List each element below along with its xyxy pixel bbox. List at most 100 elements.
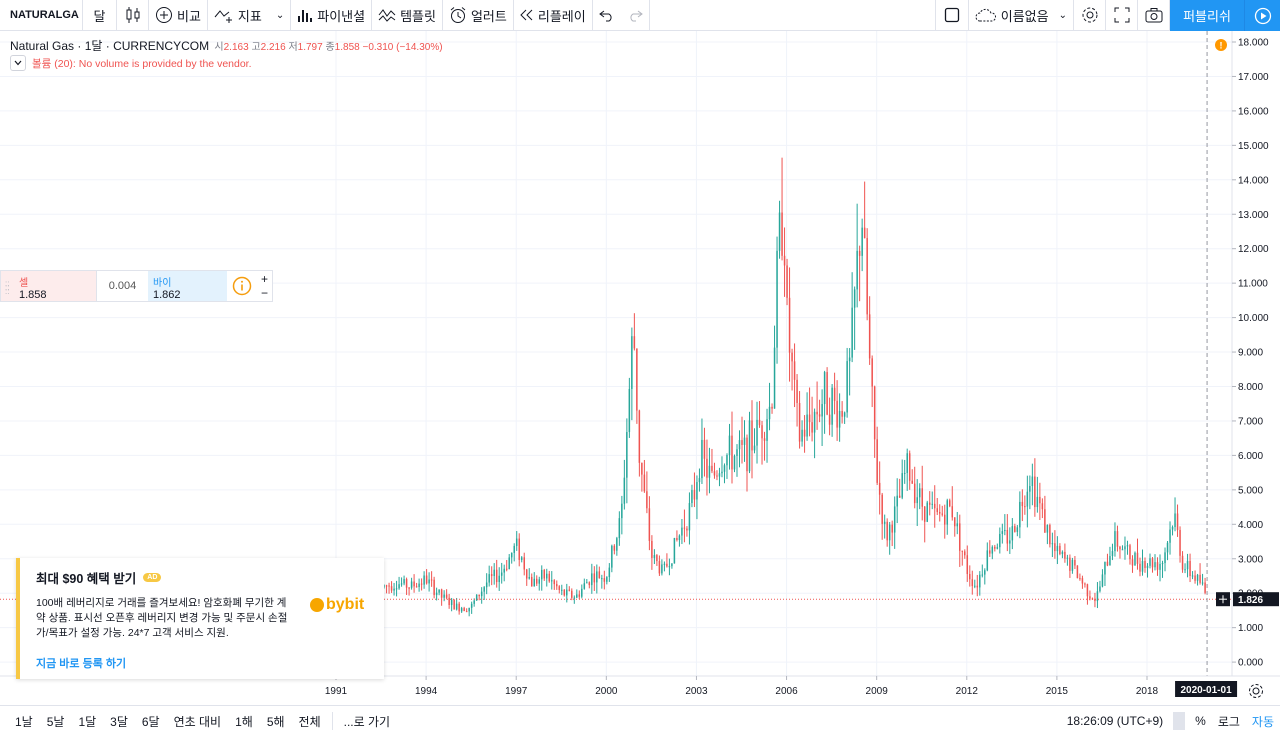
candle-body	[413, 581, 415, 587]
undo-button[interactable]	[593, 0, 621, 31]
auto-toggle[interactable]: 자동	[1251, 714, 1274, 729]
plus-icon[interactable]: +	[260, 272, 268, 286]
candle-body	[999, 533, 1001, 548]
candle-body	[676, 538, 678, 541]
range-button[interactable]: 연초 대비	[173, 714, 222, 729]
candle-body	[888, 524, 891, 541]
candle-body	[1074, 559, 1076, 566]
fullscreen-button[interactable]	[1106, 0, 1138, 31]
symbol-search[interactable]: NATURALGA	[0, 0, 83, 31]
candle-body	[971, 579, 974, 587]
templates-icon	[378, 9, 396, 22]
candle-body	[728, 435, 731, 456]
range-button[interactable]: 전체	[298, 714, 321, 729]
clock[interactable]: 18:26:09 (UTC+9)	[1066, 714, 1164, 728]
ad-register-link[interactable]: 지금 바로 등록 하기	[36, 658, 127, 670]
time-axis[interactable]	[0, 676, 1280, 705]
candles-icon	[126, 7, 139, 23]
candle-body	[738, 440, 741, 450]
collapse-toggle[interactable]	[10, 55, 26, 71]
candle-body	[951, 506, 954, 518]
candle-body	[1164, 552, 1166, 564]
candle-body	[1016, 527, 1019, 532]
candle-body	[916, 497, 918, 504]
financials-button[interactable]: 파이낸셜	[291, 0, 373, 31]
indicators-button[interactable]: 지표 ⌄	[208, 0, 292, 31]
range-button[interactable]: 6달	[141, 714, 160, 729]
price-chart[interactable]: 18.000 17.000 16.000 15.000 14.000 13.000 12.0…	[0, 31, 1280, 705]
legend-open: 2.163	[223, 42, 249, 53]
candle-body	[388, 585, 390, 587]
candle-body	[821, 404, 823, 417]
candle-body	[445, 594, 448, 598]
sell-button[interactable]: :::::: 셀 1.858	[1, 271, 96, 301]
range-button[interactable]: 5날	[46, 714, 65, 729]
publish-button[interactable]: 퍼블리쉬	[1170, 0, 1244, 31]
interval-selector[interactable]: 달	[83, 0, 117, 31]
buy-button[interactable]: 바이 1.862	[148, 271, 227, 301]
ad-banner[interactable]: 최대 $90 혜택 받기 AD 100배 레버리지로 거래를 즐겨보세요! 암호…	[16, 558, 384, 679]
candle-body	[438, 589, 440, 593]
log-toggle[interactable]: 로그	[1217, 714, 1240, 729]
time-tick-label: 2018	[1136, 686, 1159, 697]
warning-icon[interactable]	[1215, 39, 1227, 51]
candle-body	[1111, 551, 1114, 557]
candle-body	[628, 388, 631, 433]
legend-close: 1.858	[334, 42, 360, 53]
candle-body	[863, 227, 866, 239]
percent-toggle[interactable]: %	[1195, 714, 1206, 728]
candle-body	[1201, 582, 1204, 584]
play-button[interactable]	[1244, 0, 1280, 31]
candle-body	[1126, 545, 1129, 547]
drag-handle-icon[interactable]: ::::::	[5, 279, 10, 296]
compare-button[interactable]: 비교	[149, 0, 208, 31]
candle-body	[495, 569, 498, 583]
range-button[interactable]: 5해	[266, 714, 285, 729]
candle-body	[1024, 506, 1026, 508]
range-button[interactable]: 1달	[78, 714, 97, 729]
range-button[interactable]: 3달	[110, 714, 128, 729]
volume-note: 볼륨 (20): No volume is provided by the ve…	[32, 57, 252, 70]
candle-body	[636, 348, 638, 411]
candle-body	[748, 420, 751, 472]
candle-body	[1051, 543, 1054, 545]
candle-body	[961, 550, 964, 552]
candle-body	[515, 538, 518, 546]
candle-body	[856, 250, 858, 290]
settings-button[interactable]	[1074, 0, 1106, 31]
range-button[interactable]: 1해	[235, 714, 253, 729]
goto-date-button[interactable]: ...로 가기	[343, 714, 391, 729]
minus-icon[interactable]: −	[260, 286, 268, 300]
candle-body	[753, 445, 756, 451]
candle-body	[964, 551, 966, 556]
candle-body	[598, 571, 601, 579]
chart-type-button[interactable]	[117, 0, 149, 31]
candle-body	[1151, 558, 1154, 568]
layout-name-button[interactable]: 이름없음 ⌄	[969, 0, 1074, 31]
alert-button[interactable]: 얼러트	[443, 0, 514, 31]
candle-body	[776, 250, 778, 348]
snapshot-button[interactable]	[1138, 0, 1170, 31]
candle-body	[616, 538, 618, 551]
buy-price: 1.862	[153, 289, 181, 301]
fullscreen-toggle-button[interactable]	[934, 0, 969, 31]
redo-button[interactable]	[621, 0, 650, 31]
price-tick-label: 15.000	[1238, 141, 1269, 152]
chart-area[interactable]: 18.000 17.000 16.000 15.000 14.000 13.000 12.0…	[0, 31, 1280, 705]
info-button[interactable]	[227, 271, 257, 301]
candle-body	[581, 588, 583, 597]
legend-ohlc: 시2.163 고2.216 저1.797 종1.858 −0.310 (−14.…	[214, 42, 443, 53]
gear-icon[interactable]	[1249, 684, 1263, 698]
chevron-down-icon[interactable]: ⌄	[275, 9, 285, 21]
candle-body	[568, 589, 571, 591]
candle-body	[826, 372, 828, 415]
templates-button[interactable]: 템플릿	[372, 0, 443, 31]
candle-body	[691, 490, 693, 504]
range-button[interactable]: 1날	[15, 714, 33, 729]
candle-body	[771, 406, 773, 409]
candle-body	[500, 572, 503, 576]
candle-body	[1191, 575, 1194, 577]
candle-body	[513, 545, 515, 553]
candle-body	[878, 482, 881, 495]
replay-button[interactable]: 리플레이	[514, 0, 593, 31]
